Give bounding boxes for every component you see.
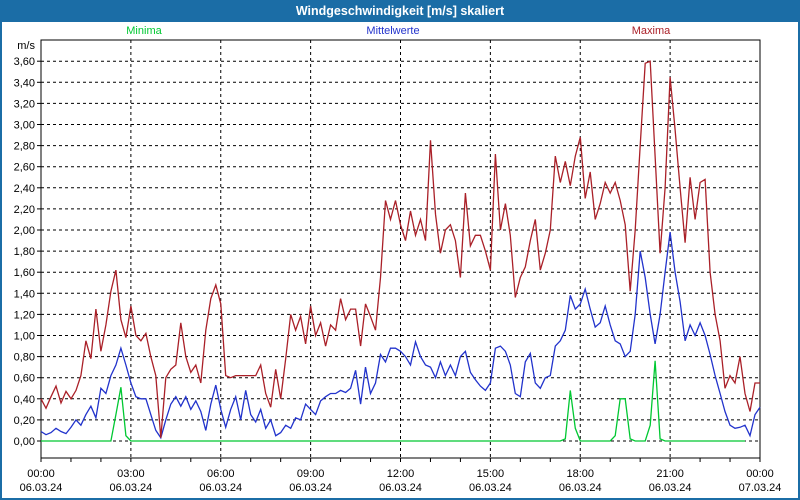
x-tick-time: 00:00: [27, 468, 55, 480]
y-tick-label: 0,20: [14, 415, 35, 427]
window-title: Windgeschwindigkeit [m/s] skaliert: [295, 4, 505, 18]
legend: Minima Mittelwerte Maxima: [0, 25, 800, 38]
y-tick-label: 2,80: [14, 141, 35, 153]
y-tick-label: 3,40: [14, 77, 35, 89]
y-tick-label: 0,80: [14, 352, 35, 364]
legend-maxima: Maxima: [631, 25, 671, 37]
y-tick-label: 3,20: [14, 98, 35, 110]
titlebar: Windgeschwindigkeit [m/s] skaliert: [0, 0, 800, 22]
x-tick-date: 06.03.24: [379, 482, 422, 494]
x-tick-date: 06.03.24: [289, 482, 332, 494]
x-tick-time: 15:00: [477, 468, 505, 480]
x-tick-time: 12:00: [387, 468, 415, 480]
y-tick-label: 2,60: [14, 162, 35, 174]
x-tick-date: 06.03.24: [199, 482, 242, 494]
legend-mittelwerte: Mittelwerte: [366, 25, 420, 37]
minima-line: [41, 360, 745, 442]
x-tick-date: 07.03.24: [739, 482, 782, 494]
y-tick-label: 3,60: [14, 56, 35, 68]
x-tick-time: 00:00: [746, 468, 774, 480]
x-tick-time: 03:00: [117, 468, 145, 480]
y-tick-label: 1,80: [14, 246, 35, 258]
x-tick-date: 06.03.24: [109, 482, 152, 494]
legend-minima: Minima: [126, 25, 162, 37]
x-tick-date: 06.03.24: [20, 482, 63, 494]
x-tick-date: 06.03.24: [469, 482, 512, 494]
y-tick-label: 0,00: [14, 436, 35, 448]
x-tick-time: 09:00: [297, 468, 325, 480]
y-tick-label: 1,20: [14, 309, 35, 321]
maxima-line: [40, 60, 760, 438]
y-tick-label: 3,00: [14, 120, 35, 132]
y-tick-label: 2,00: [14, 225, 35, 237]
x-tick-time: 06:00: [207, 468, 235, 480]
y-tick-label: 0,40: [14, 394, 35, 406]
y-tick-label: 1,40: [14, 288, 35, 300]
y-tick-label: 1,00: [14, 331, 35, 343]
y-tick-label: 2,20: [14, 204, 35, 216]
x-tick-time: 21:00: [656, 468, 684, 480]
x-tick-date: 06.03.24: [649, 482, 692, 494]
y-tick-label: 2,40: [14, 183, 35, 195]
x-tick-date: 06.03.24: [559, 482, 602, 494]
y-axis-unit: m/s: [17, 40, 35, 52]
y-tick-label: 1,60: [14, 267, 35, 279]
x-tick-time: 18:00: [566, 468, 594, 480]
y-tick-label: 0,60: [14, 373, 35, 385]
plot-border: [40, 39, 761, 459]
